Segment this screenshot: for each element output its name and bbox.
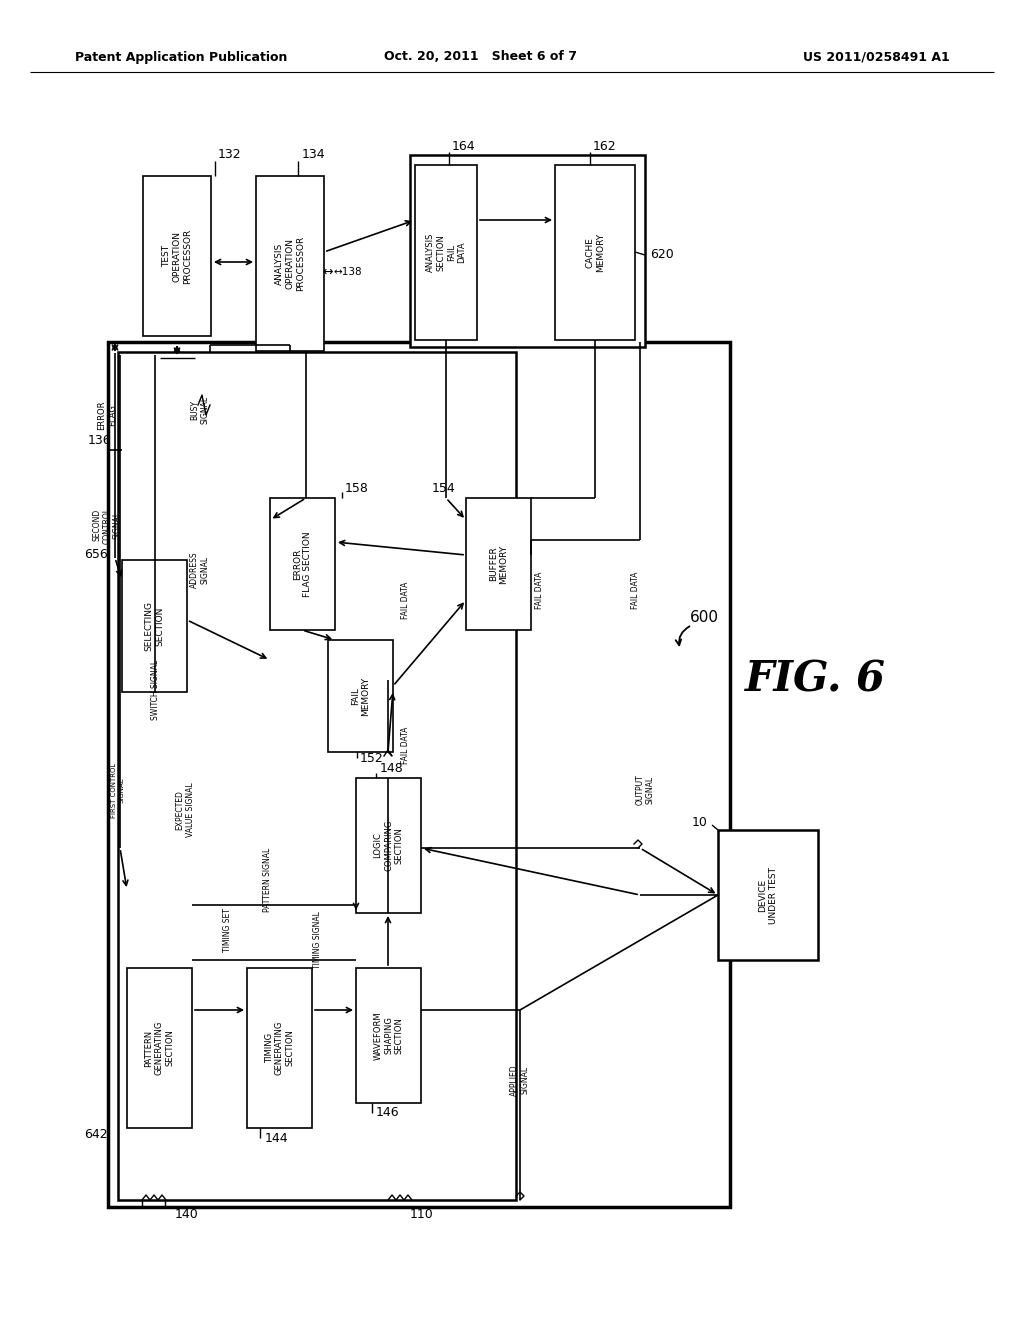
Text: FIG. 6: FIG. 6 [745, 659, 886, 701]
Bar [466, 498, 531, 630]
Text: 140: 140 [175, 1209, 199, 1221]
Text: 158: 158 [345, 482, 369, 495]
Text: TIMING SET: TIMING SET [223, 908, 232, 952]
Bar [328, 640, 393, 752]
Text: 10: 10 [692, 816, 708, 829]
Text: 620: 620 [650, 248, 674, 261]
Text: PATTERN
GENERATING
SECTION: PATTERN GENERATING SECTION [144, 1020, 174, 1076]
Bar [127, 968, 193, 1129]
Bar [356, 968, 421, 1104]
Text: LOGIC
COMPARING
SECTION: LOGIC COMPARING SECTION [374, 820, 403, 871]
Text: 136: 136 [88, 433, 112, 446]
Text: FAIL DATA: FAIL DATA [400, 726, 410, 764]
Text: TIMING SIGNAL: TIMING SIGNAL [313, 911, 323, 969]
Text: EXPECTED
VALUE SIGNAL: EXPECTED VALUE SIGNAL [175, 783, 195, 837]
Text: FIRST CONTROL
SIGNAL: FIRST CONTROL SIGNAL [112, 763, 125, 817]
Text: BUFFER
MEMORY: BUFFER MEMORY [488, 544, 508, 583]
Text: OUTPUT
SIGNAL: OUTPUT SIGNAL [635, 775, 654, 805]
Text: 144: 144 [265, 1131, 289, 1144]
Text: ↔138: ↔138 [334, 267, 362, 277]
Text: SWITCH SIGNAL: SWITCH SIGNAL [151, 660, 160, 721]
Text: ERROR
FLAG SECTION: ERROR FLAG SECTION [293, 531, 312, 597]
Bar [410, 154, 645, 347]
Text: US 2011/0258491 A1: US 2011/0258491 A1 [803, 50, 950, 63]
Text: TIMING
GENERATING
SECTION: TIMING GENERATING SECTION [264, 1020, 295, 1076]
Text: 154: 154 [431, 482, 455, 495]
Bar [555, 165, 635, 341]
Text: WAVEFORM
SHAPING
SECTION: WAVEFORM SHAPING SECTION [374, 1011, 403, 1060]
Text: FAIL
MEMORY: FAIL MEMORY [351, 676, 371, 715]
Text: 134: 134 [302, 149, 326, 161]
Text: ↔: ↔ [323, 265, 333, 279]
Text: TEST
OPERATION
PROCESSOR: TEST OPERATION PROCESSOR [162, 228, 191, 284]
Bar [356, 777, 421, 913]
Bar [143, 176, 211, 337]
Text: FAIL DATA: FAIL DATA [536, 572, 545, 609]
Text: ADDRESS
SIGNAL: ADDRESS SIGNAL [190, 552, 210, 589]
Bar [256, 176, 324, 351]
Text: SELECTING
SECTION: SELECTING SECTION [144, 601, 164, 651]
Text: Oct. 20, 2011   Sheet 6 of 7: Oct. 20, 2011 Sheet 6 of 7 [384, 50, 577, 63]
Text: ANALYSIS
SECTION
FAIL
DATA: ANALYSIS SECTION FAIL DATA [426, 232, 466, 272]
Text: 164: 164 [452, 140, 475, 153]
Text: ERROR
FLAG: ERROR FLAG [97, 400, 117, 430]
Text: 146: 146 [376, 1106, 399, 1119]
Text: 162: 162 [593, 140, 616, 153]
Text: 132: 132 [218, 149, 242, 161]
Text: CACHE
MEMORY: CACHE MEMORY [586, 232, 605, 272]
Text: 642: 642 [84, 1129, 108, 1142]
Text: FAIL DATA: FAIL DATA [400, 581, 410, 619]
Text: 148: 148 [380, 762, 403, 775]
Text: BUSY
SIGNAL: BUSY SIGNAL [190, 396, 210, 424]
Bar [118, 352, 516, 1200]
Text: PATTERN SIGNAL: PATTERN SIGNAL [263, 847, 272, 912]
Text: FAIL DATA: FAIL DATA [631, 572, 640, 609]
Text: 152: 152 [360, 751, 384, 764]
Bar [270, 498, 335, 630]
Bar [122, 560, 187, 692]
Text: DEVICE
UNDER TEST: DEVICE UNDER TEST [759, 866, 777, 924]
Text: 600: 600 [690, 610, 719, 626]
Text: ANALYSIS
OPERATION
PROCESSOR: ANALYSIS OPERATION PROCESSOR [275, 236, 305, 292]
Text: SECOND
CONTROL
SIGNAL: SECOND CONTROL SIGNAL [92, 507, 122, 544]
Bar [718, 830, 818, 960]
Text: 110: 110 [410, 1209, 434, 1221]
Text: 656: 656 [84, 549, 108, 561]
Text: APPLIED
SIGNAL: APPLIED SIGNAL [510, 1064, 529, 1096]
Text: Patent Application Publication: Patent Application Publication [75, 50, 288, 63]
Bar [108, 342, 730, 1206]
Bar [415, 165, 477, 341]
Bar [247, 968, 312, 1129]
